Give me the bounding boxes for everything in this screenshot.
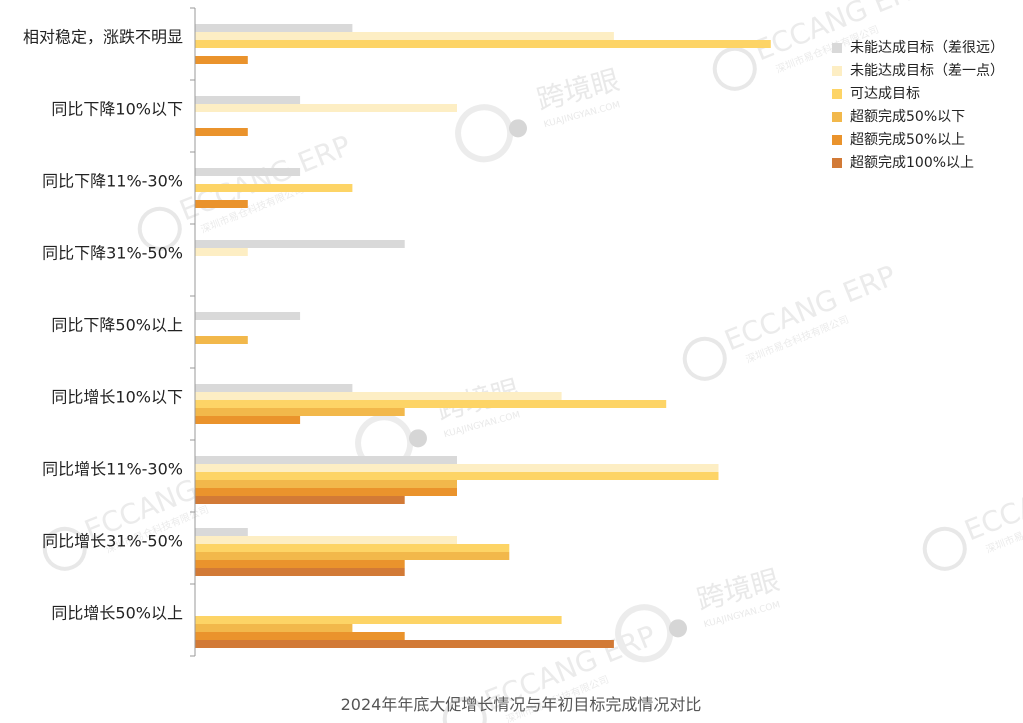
bar <box>195 104 457 112</box>
y-axis-ticks <box>190 7 195 657</box>
eccang-watermark-text: ECCANG ERP <box>175 129 356 228</box>
eccang-watermark-text: ECCANG ERP <box>960 449 1023 548</box>
category-label: 同比增长31%-50% <box>42 532 183 551</box>
legend-swatch <box>832 66 842 76</box>
chart-title: 2024年年底大促增长情况与年初目标完成情况对比 <box>341 695 702 714</box>
category-label: 同比增长11%-30% <box>42 460 183 479</box>
legend: 未能达成目标（差很远） 未能达成目标（差一点） 可达成目标超额完成50%以下超额完成… <box>832 40 1004 171</box>
category-label: 相对稳定，涨跌不明显 <box>23 28 183 47</box>
kuajingyan-eye-icon <box>408 429 427 448</box>
bar <box>195 248 248 256</box>
bars-layer <box>195 24 771 648</box>
category-label: 同比增长10%以下 <box>51 388 183 407</box>
kuajingyan-logo-icon <box>455 104 514 163</box>
bar <box>195 96 301 104</box>
bar <box>195 488 457 496</box>
bar <box>195 640 614 648</box>
legend-label: 未能达成目标（差很远） <box>850 40 1004 56</box>
bar <box>195 632 405 640</box>
legend-label: 可达成目标 <box>850 86 920 102</box>
bar <box>195 416 301 424</box>
eccang-watermark-text: ECCANG ERP <box>720 259 901 358</box>
legend-label: 未能达成目标（差一点） <box>850 63 1004 79</box>
category-label: 同比下降11%-30% <box>42 172 183 191</box>
eccang-logo-icon <box>712 46 757 91</box>
bar <box>195 544 510 552</box>
eccang-logo-icon <box>137 206 182 251</box>
bar <box>195 472 719 480</box>
bar <box>195 560 405 568</box>
bar <box>195 408 405 416</box>
bar <box>195 168 301 176</box>
bar <box>195 496 405 504</box>
legend-swatch <box>832 158 842 168</box>
kuajingyan-eye-icon <box>508 119 527 138</box>
bar <box>195 200 248 208</box>
bar <box>195 312 301 320</box>
bar <box>195 392 562 400</box>
bar <box>195 568 405 576</box>
bar <box>195 624 353 632</box>
bar <box>195 240 405 248</box>
category-label: 同比增长50%以上 <box>51 604 183 623</box>
bar <box>195 464 719 472</box>
eccang-logo-icon <box>42 526 87 571</box>
legend-swatch <box>832 89 842 99</box>
legend-swatch <box>832 112 842 122</box>
bar <box>195 336 248 344</box>
eccang-logo-icon <box>682 336 727 381</box>
bar <box>195 456 457 464</box>
bar <box>195 552 510 560</box>
eccang-watermark-text: ECCANG ERP <box>750 0 931 67</box>
legend-label: 超额完成50%以下 <box>850 109 965 125</box>
bar <box>195 32 614 40</box>
category-label: 同比下降10%以下 <box>51 100 183 119</box>
bar <box>195 616 562 624</box>
bar <box>195 184 353 192</box>
bar <box>195 480 457 488</box>
eccang-logo-icon <box>922 526 967 571</box>
legend-swatch <box>832 135 842 145</box>
legend-label: 超额完成50%以上 <box>850 132 965 148</box>
bar <box>195 24 353 32</box>
bar <box>195 56 248 64</box>
bar <box>195 400 667 408</box>
bar <box>195 528 248 536</box>
legend-swatch <box>832 43 842 53</box>
kuajingyan-eye-icon <box>668 619 687 638</box>
eccang-logo-icon <box>442 696 487 723</box>
bar <box>195 40 771 48</box>
bar <box>195 384 353 392</box>
category-label: 同比下降50%以上 <box>51 316 183 335</box>
legend-label: 超额完成100%以上 <box>850 155 974 171</box>
bar <box>195 128 248 136</box>
category-label: 同比下降31%-50% <box>42 244 183 263</box>
bar <box>195 536 457 544</box>
